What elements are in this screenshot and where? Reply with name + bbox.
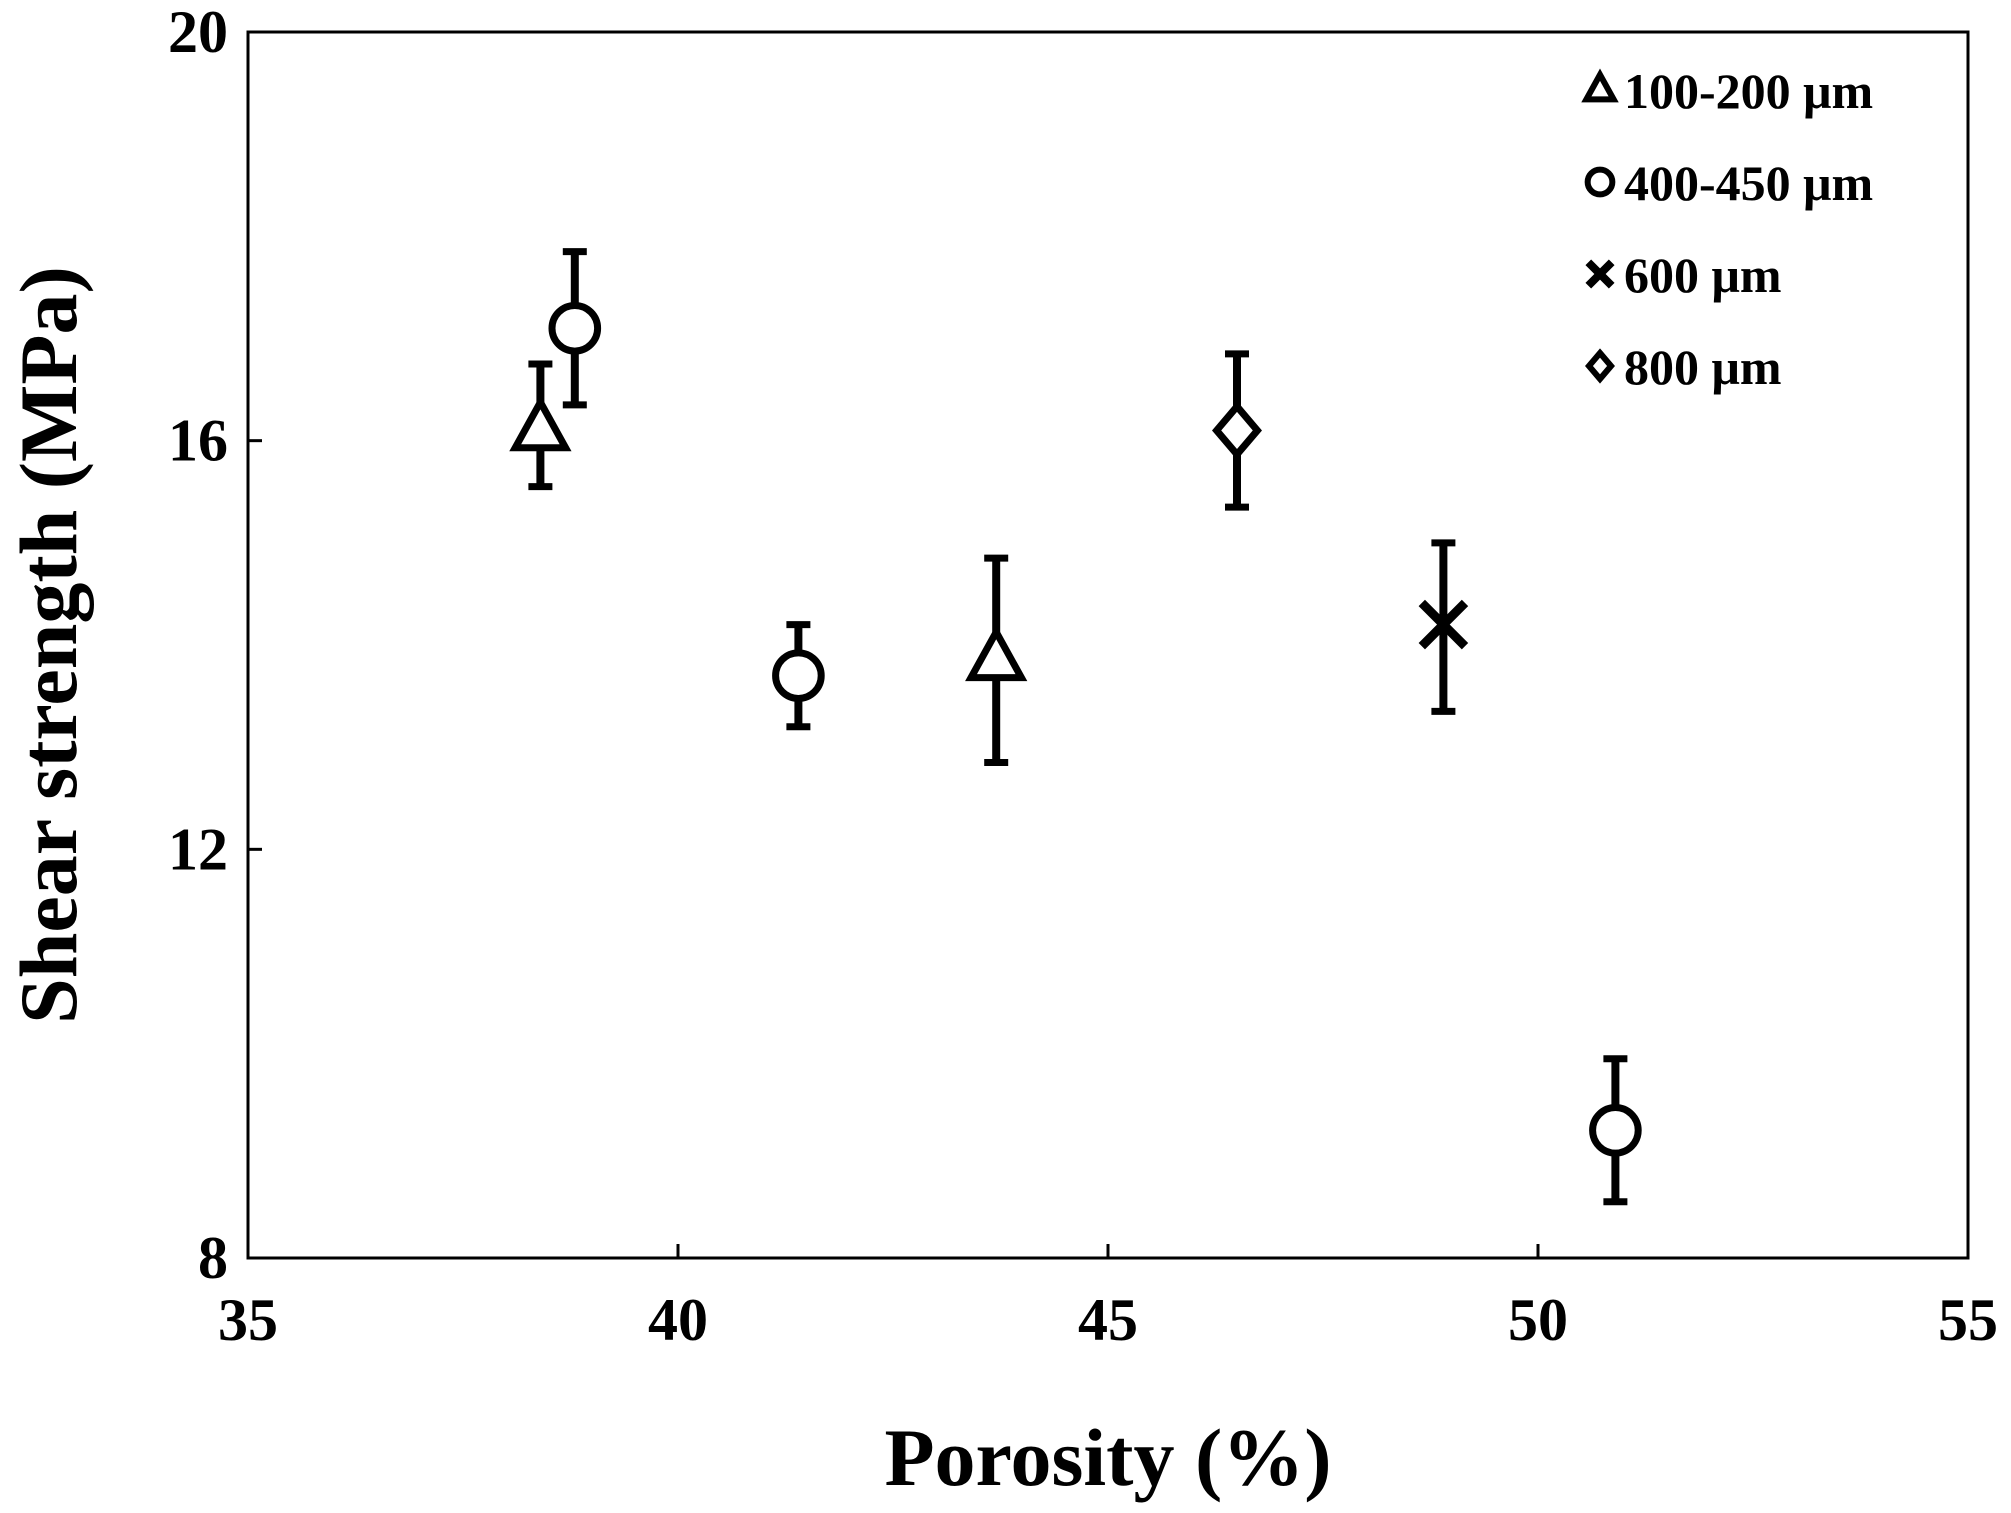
y-axis-title: Shear strength (MPa) [3,266,94,1024]
axis-ticks: 35 40 45 50 55 8 12 16 20 [168,0,1998,1353]
y-tick-label: 12 [168,816,228,882]
legend-label: 400-450 μm [1624,155,1873,211]
y-tick-label: 20 [168,0,228,65]
data-point-circle [772,649,825,702]
legend-marker-diamond [1585,348,1615,384]
x-tick-label: 50 [1508,1287,1568,1353]
legend-marker-x [1585,259,1615,289]
legend-marker-circle [1584,166,1616,198]
x-tick-label: 35 [218,1287,278,1353]
legend-label: 100-200 μm [1624,63,1873,119]
data-point-circle [1589,1103,1642,1157]
x-axis-title: Porosity (%) [884,1412,1331,1503]
data-points [509,248,1642,1206]
x-tick-label: 40 [648,1287,708,1353]
data-point-triangle [509,394,572,452]
data-point-circle [548,301,602,355]
legend: 100-200 μm 400-450 μm 600 μm 800 μm [1581,63,1873,395]
y-tick-label: 16 [168,408,228,474]
x-tick-label: 55 [1938,1287,1998,1353]
legend-label: 600 μm [1624,247,1782,303]
x-tick-label: 45 [1078,1287,1138,1353]
y-tick-label: 8 [198,1225,228,1291]
plot-area [246,30,1970,1260]
data-point-x [1418,599,1469,650]
legend-label: 800 μm [1624,339,1782,395]
data-point-diamond [1212,401,1262,460]
legend-marker-triangle [1581,68,1619,103]
data-point-triangle [965,624,1028,682]
